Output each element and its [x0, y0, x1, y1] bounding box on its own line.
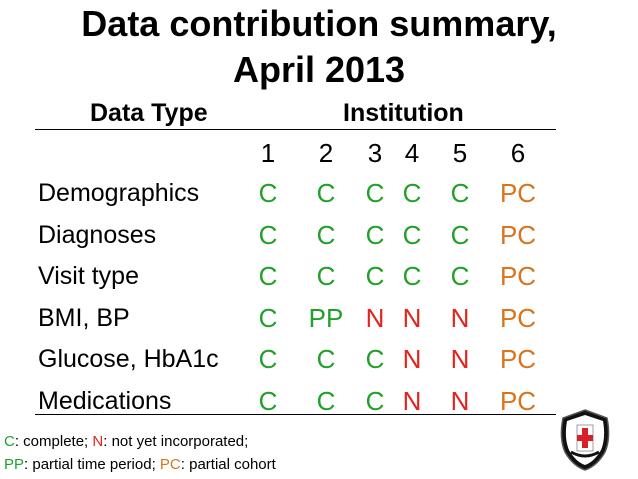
status-cell: C — [450, 219, 470, 250]
status-cell: C — [402, 261, 422, 291]
row-label: Demographics — [38, 179, 200, 207]
status-cell: N — [450, 385, 470, 416]
row-label: BMI, BP — [38, 303, 130, 332]
status-cell: C — [450, 261, 470, 291]
department-of-public-health-chicago-badge-icon — [560, 409, 610, 471]
table-top-rule — [35, 129, 556, 130]
status-cell: C — [258, 219, 278, 250]
row-label: Glucose, HbA1c — [38, 345, 219, 373]
institution-number-3: 3 — [367, 138, 383, 168]
status-cell: C — [365, 261, 385, 291]
status-cell: PC — [499, 344, 537, 374]
legend-code-c: C — [4, 433, 15, 450]
status-cell: N — [365, 302, 385, 333]
institution-number-6: 6 — [510, 138, 526, 168]
status-cell: C — [258, 385, 278, 416]
institution-number-4: 4 — [404, 138, 420, 168]
table-bottom-rule — [35, 414, 556, 415]
legend-line-1: C: complete; N: not yet incorporated; — [4, 432, 248, 452]
legend-line-2: PP: partial time period; PC: partial coh… — [4, 455, 276, 475]
status-cell: C — [365, 385, 385, 416]
status-cell: C — [258, 344, 278, 374]
status-cell: C — [402, 178, 422, 208]
title-line-1: Data contribution summary, — [81, 3, 557, 44]
institution-number-1: 1 — [260, 138, 276, 168]
row-label: Visit type — [38, 262, 139, 290]
status-cell: N — [402, 385, 422, 416]
institution-number-5: 5 — [452, 138, 468, 168]
legend-text-c: : complete; — [14, 433, 93, 450]
status-cell: C — [316, 178, 336, 208]
row-label: Diagnoses — [38, 220, 157, 249]
status-cell: C — [450, 178, 470, 208]
legend-code-pc: PC — [159, 456, 181, 473]
legend-code-n: N — [92, 433, 104, 450]
status-cell: C — [258, 302, 278, 333]
status-cell: N — [402, 302, 422, 333]
status-cell: PP — [308, 302, 344, 333]
status-cell: PC — [499, 219, 537, 250]
header-data-type: Data Type — [90, 99, 208, 127]
header-institution: Institution — [343, 99, 464, 127]
institution-number-2: 2 — [318, 138, 334, 168]
status-cell: N — [450, 302, 470, 333]
legend-text-pp: : partial time period; — [24, 456, 160, 473]
status-cell: PC — [499, 178, 537, 208]
status-cell: N — [450, 344, 470, 374]
status-cell: C — [365, 344, 385, 374]
row-label: Medications — [38, 386, 172, 415]
status-cell: PC — [499, 302, 537, 333]
status-cell: PC — [499, 385, 537, 416]
legend-text-pc: : partial cohort — [180, 456, 276, 473]
status-cell: C — [316, 344, 336, 374]
status-cell: C — [258, 178, 278, 208]
title-line-2: April 2013 — [232, 49, 406, 90]
status-cell: C — [258, 261, 278, 291]
status-cell: N — [402, 344, 422, 374]
legend-text-n: : not yet incorporated; — [103, 433, 249, 450]
status-cell: C — [365, 178, 385, 208]
legend-code-pp: PP — [4, 456, 25, 473]
status-cell: C — [316, 261, 336, 291]
status-cell: PC — [499, 261, 537, 291]
status-cell: C — [365, 219, 385, 250]
status-cell: C — [316, 219, 336, 250]
status-cell: C — [402, 219, 422, 250]
status-cell: C — [316, 385, 336, 416]
